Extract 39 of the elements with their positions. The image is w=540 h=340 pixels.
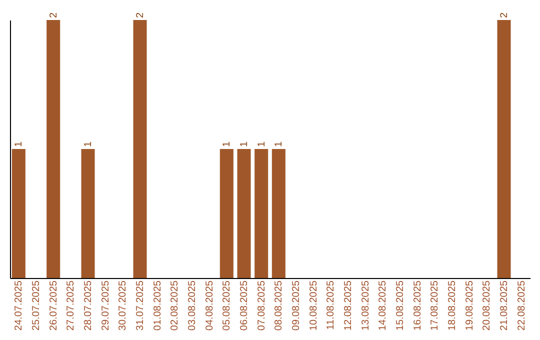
data-label: 1 <box>256 141 268 147</box>
data-label: 2 <box>48 12 60 18</box>
x-tick-label: 20.08.2025 <box>482 280 493 331</box>
data-label: 1 <box>274 141 285 147</box>
x-tick-label: 14.08.2025 <box>378 280 389 331</box>
x-tick-label: 22.08.2025 <box>516 280 528 331</box>
x-tick-label: 01.08.2025 <box>152 280 164 331</box>
x-tick-label: 09.08.2025 <box>291 280 302 331</box>
x-tick-label: 13.08.2025 <box>360 280 372 331</box>
x-tick-label: 27.07.2025 <box>66 280 77 331</box>
x-tick-label: 19.08.2025 <box>464 280 476 331</box>
x-tick-label: 08.08.2025 <box>274 280 285 331</box>
x-tick-label: 21.08.2025 <box>499 280 510 331</box>
x-tick-label: 05.08.2025 <box>222 280 233 331</box>
x-tick-label: 26.07.2025 <box>48 280 60 331</box>
data-label: 1 <box>239 141 250 147</box>
x-tick-label: 29.07.2025 <box>100 280 112 331</box>
data-label: 1 <box>83 141 94 147</box>
x-tick-label: 15.08.2025 <box>395 280 406 331</box>
data-label: 1 <box>222 141 233 147</box>
x-tick-label: 06.08.2025 <box>239 280 250 331</box>
x-tick-label: 07.08.2025 <box>256 280 268 331</box>
x-tick-label: 31.07.2025 <box>135 280 146 331</box>
x-tick-label: 04.08.2025 <box>204 280 216 331</box>
x-tick-label: 17.08.2025 <box>430 280 441 331</box>
x-tick-label: 16.08.2025 <box>412 280 424 331</box>
x-tick-label: 25.07.2025 <box>31 280 42 331</box>
data-label: 2 <box>499 12 510 18</box>
x-tick-label: 18.08.2025 <box>447 280 458 331</box>
x-tick-label: 24.07.2025 <box>14 280 25 331</box>
x-tick-label: 02.08.2025 <box>170 280 181 331</box>
x-tick-label: 03.08.2025 <box>187 280 198 331</box>
x-tick-label: 10.08.2025 <box>308 280 320 331</box>
x-tick-label: 11.08.2025 <box>326 280 337 330</box>
data-label: 2 <box>135 12 146 18</box>
x-tick-label: 30.07.2025 <box>118 280 129 331</box>
data-label: 1 <box>14 141 25 147</box>
x-tick-label: 28.07.2025 <box>83 280 94 331</box>
x-tick-label: 12.08.2025 <box>343 280 354 331</box>
